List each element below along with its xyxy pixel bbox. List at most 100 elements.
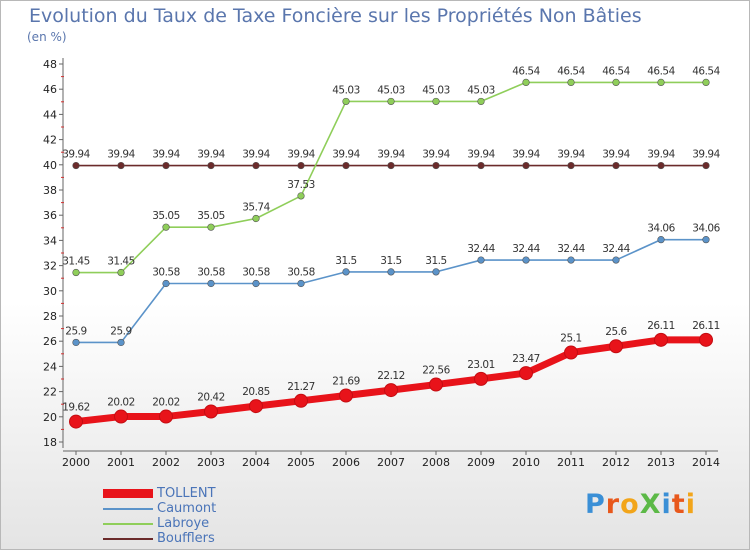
data-point	[477, 256, 485, 264]
x-tick-label: 2011	[557, 456, 585, 469]
data-point	[72, 161, 80, 170]
data-label: 30.58	[152, 266, 180, 278]
data-point	[297, 161, 305, 170]
data-label: 39.94	[602, 149, 630, 161]
data-point	[429, 377, 443, 392]
data-point	[252, 279, 260, 288]
data-point	[342, 161, 350, 170]
data-point	[432, 161, 440, 170]
data-point	[384, 383, 398, 398]
data-point	[702, 236, 710, 244]
x-tick-label: 2014	[692, 456, 720, 469]
data-label: 25.9	[65, 325, 86, 337]
data-label: 21.69	[332, 376, 360, 388]
x-tick-label: 2000	[62, 456, 90, 469]
legend-swatch	[103, 507, 153, 510]
x-tick-label: 2009	[467, 456, 495, 469]
y-tick-label: 38	[43, 184, 57, 197]
legend-item-labroye: Labroye	[103, 516, 216, 531]
data-label: 39.94	[152, 149, 180, 161]
data-label: 22.56	[422, 365, 450, 377]
data-label: 20.85	[242, 386, 270, 398]
data-label: 26.11	[647, 320, 675, 332]
legend-item-caumont: Caumont	[103, 501, 216, 516]
data-label: 39.94	[242, 149, 270, 161]
data-label: 35.74	[242, 201, 270, 213]
data-label: 20.42	[197, 392, 225, 404]
data-label: 32.44	[557, 243, 585, 255]
data-point	[474, 371, 488, 386]
data-point	[72, 268, 80, 277]
data-label: 21.27	[287, 381, 315, 393]
data-label: 45.03	[422, 84, 450, 96]
data-label: 31.5	[425, 255, 446, 267]
data-point	[477, 161, 485, 170]
data-label: 39.94	[287, 149, 315, 161]
data-label: 39.94	[647, 149, 675, 161]
data-point	[252, 214, 260, 223]
data-point	[297, 279, 305, 288]
y-tick-label: 44	[43, 108, 57, 121]
data-label: 45.03	[467, 84, 495, 96]
data-point	[159, 409, 173, 424]
data-point	[207, 279, 215, 288]
data-label: 46.54	[512, 65, 540, 77]
y-tick-label: 42	[43, 134, 57, 147]
data-point	[612, 78, 620, 86]
data-label: 39.94	[422, 149, 450, 161]
data-label: 32.44	[467, 243, 495, 255]
data-label: 39.94	[557, 149, 585, 161]
data-label: 37.53	[287, 179, 315, 191]
data-point	[657, 236, 665, 244]
data-label: 46.54	[692, 65, 720, 77]
data-point	[69, 414, 83, 429]
y-tick-label: 24	[43, 360, 57, 373]
x-tick-label: 2013	[647, 456, 675, 469]
data-label: 35.05	[152, 210, 180, 222]
data-label: 31.45	[107, 256, 135, 268]
data-label: 25.6	[605, 326, 627, 338]
data-label: 35.05	[197, 210, 225, 222]
data-point	[564, 345, 578, 360]
y-tick-label: 48	[43, 58, 57, 71]
data-point	[387, 268, 395, 276]
data-point	[162, 279, 170, 288]
data-point	[432, 97, 440, 106]
data-label: 45.03	[332, 84, 360, 96]
x-tick-label: 2005	[287, 456, 315, 469]
data-point	[477, 97, 485, 106]
y-tick-label: 36	[43, 209, 57, 222]
legend-label: Caumont	[157, 501, 217, 516]
data-point	[522, 161, 530, 170]
data-label: 20.02	[152, 397, 180, 409]
x-tick-label: 2001	[107, 456, 135, 469]
data-point	[294, 393, 308, 408]
data-label: 39.94	[467, 149, 495, 161]
data-label: 39.94	[197, 149, 225, 161]
data-label: 26.11	[692, 320, 720, 332]
data-point	[162, 223, 170, 231]
y-tick-label: 30	[43, 285, 57, 298]
x-tick-label: 2012	[602, 456, 630, 469]
data-point	[567, 161, 575, 170]
y-tick-label: 34	[43, 234, 57, 247]
data-label: 34.06	[647, 223, 675, 235]
data-label: 31.5	[380, 255, 401, 267]
data-point	[114, 409, 128, 424]
x-tick-label: 2003	[197, 456, 225, 469]
data-point	[162, 161, 170, 170]
data-point	[432, 268, 440, 276]
legend-item-tollent: TOLLENT	[103, 486, 216, 501]
legend: TOLLENT Caumont Labroye Boufflers	[103, 486, 216, 546]
x-tick-label: 2006	[332, 456, 360, 469]
x-tick-label: 2002	[152, 456, 180, 469]
y-tick-label: 40	[43, 159, 57, 172]
y-tick-label: 28	[43, 310, 57, 323]
data-label: 39.94	[377, 149, 405, 161]
data-label: 22.12	[377, 370, 405, 382]
proxiti-logo: ProXiti	[585, 489, 696, 520]
data-point	[297, 192, 305, 200]
chart-title: Evolution du Taux de Taxe Foncière sur l…	[29, 5, 642, 27]
data-label: 39.94	[62, 149, 90, 161]
data-point	[252, 161, 260, 170]
